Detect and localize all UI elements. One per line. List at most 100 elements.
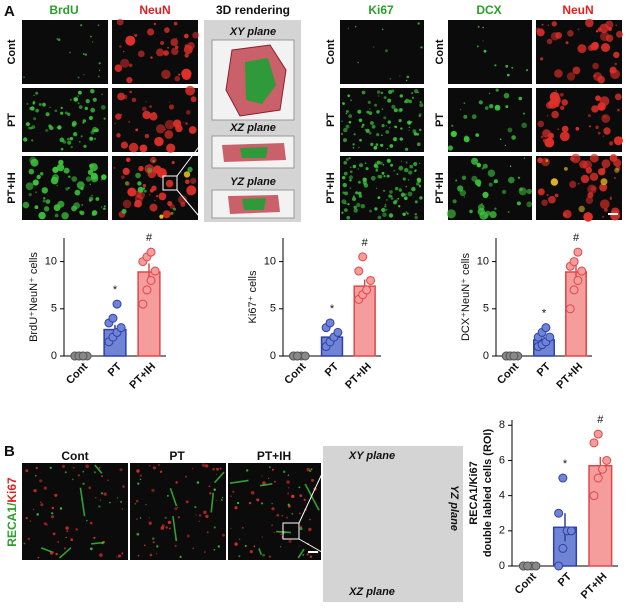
y-tick-label: 8: [499, 419, 505, 431]
cell: [165, 526, 168, 529]
cell: [601, 43, 610, 52]
cell: [347, 94, 351, 98]
vessel: [169, 488, 178, 507]
cell: [344, 208, 348, 212]
cell: [27, 537, 31, 541]
cell: [56, 163, 65, 172]
cell: [579, 160, 588, 169]
cell: [39, 479, 43, 483]
cell: [88, 116, 93, 120]
row-label: PT: [434, 113, 446, 127]
cell: [162, 210, 171, 219]
cell: [548, 195, 556, 204]
zoom-line: [176, 139, 205, 177]
cell: [613, 136, 623, 146]
cell: [56, 185, 58, 187]
cell: [572, 66, 581, 75]
cell: [482, 163, 488, 169]
zoom-line: [298, 462, 328, 524]
cell: [386, 199, 388, 201]
cell: [488, 182, 493, 187]
y-tick-label: 4: [499, 490, 505, 502]
cell: [84, 53, 87, 56]
cell: [417, 22, 420, 25]
cell: [222, 497, 224, 499]
cell: [136, 532, 140, 536]
x-tick-label: PT+IH: [579, 571, 610, 602]
cell: [587, 114, 591, 118]
cell: [547, 24, 549, 26]
cell: [291, 494, 295, 499]
cell: [469, 209, 473, 214]
cell: [599, 96, 610, 106]
column-header: NeuN: [562, 3, 593, 17]
cell: [191, 468, 194, 470]
cell: [555, 90, 558, 92]
cell: [555, 32, 562, 39]
cell: [156, 553, 158, 555]
cell: [592, 62, 599, 70]
cell: [545, 159, 549, 162]
cell: [384, 205, 387, 208]
cell: [109, 501, 111, 504]
cell: [152, 541, 155, 544]
cell: [186, 185, 197, 196]
cell: [389, 127, 391, 129]
cell: [161, 69, 171, 80]
cell: [414, 215, 418, 220]
cell: [95, 497, 97, 499]
cell: [411, 92, 414, 95]
cell: [397, 197, 400, 200]
cell: [298, 545, 300, 547]
cell: [155, 195, 159, 198]
cell: [107, 479, 109, 481]
cell: [578, 182, 580, 185]
cell: [70, 145, 73, 149]
cell: [98, 69, 101, 72]
vessel: [276, 530, 291, 534]
cell: [122, 199, 132, 209]
data-point: [325, 318, 335, 328]
cell: [220, 498, 223, 501]
cell: [559, 131, 570, 142]
x-tick-label: Cont: [64, 360, 90, 386]
cell: [195, 514, 197, 516]
cell: [291, 512, 294, 515]
cell: [287, 492, 290, 495]
cell: [347, 203, 350, 206]
cell: [97, 75, 100, 78]
vessel: [229, 479, 249, 484]
cell: [310, 468, 313, 471]
significance-mark: *: [330, 303, 335, 315]
cell: [511, 66, 514, 69]
cell: [308, 527, 312, 532]
cell: [516, 201, 521, 206]
cell: [33, 489, 37, 493]
cell: [609, 141, 614, 146]
cell: [73, 132, 76, 135]
cell: [484, 106, 489, 110]
data-point: [558, 473, 568, 483]
cell: [101, 475, 103, 478]
cell: [393, 200, 397, 205]
cell: [358, 163, 364, 168]
cell: [376, 160, 381, 165]
cell: [135, 499, 139, 503]
cell: [396, 173, 399, 176]
cell: [149, 188, 154, 193]
cell: [357, 109, 362, 114]
cell: [143, 187, 146, 190]
cell: [349, 187, 351, 189]
cell: [215, 473, 218, 476]
cell: [261, 536, 263, 538]
cell: [412, 129, 417, 134]
cell: [375, 143, 379, 146]
cell: [32, 102, 36, 105]
cell: [389, 190, 393, 194]
cell: [34, 474, 37, 477]
cell: [57, 125, 62, 130]
cell: [597, 75, 605, 84]
cell: [121, 552, 124, 555]
cell: [399, 75, 401, 77]
cell: [89, 136, 94, 141]
